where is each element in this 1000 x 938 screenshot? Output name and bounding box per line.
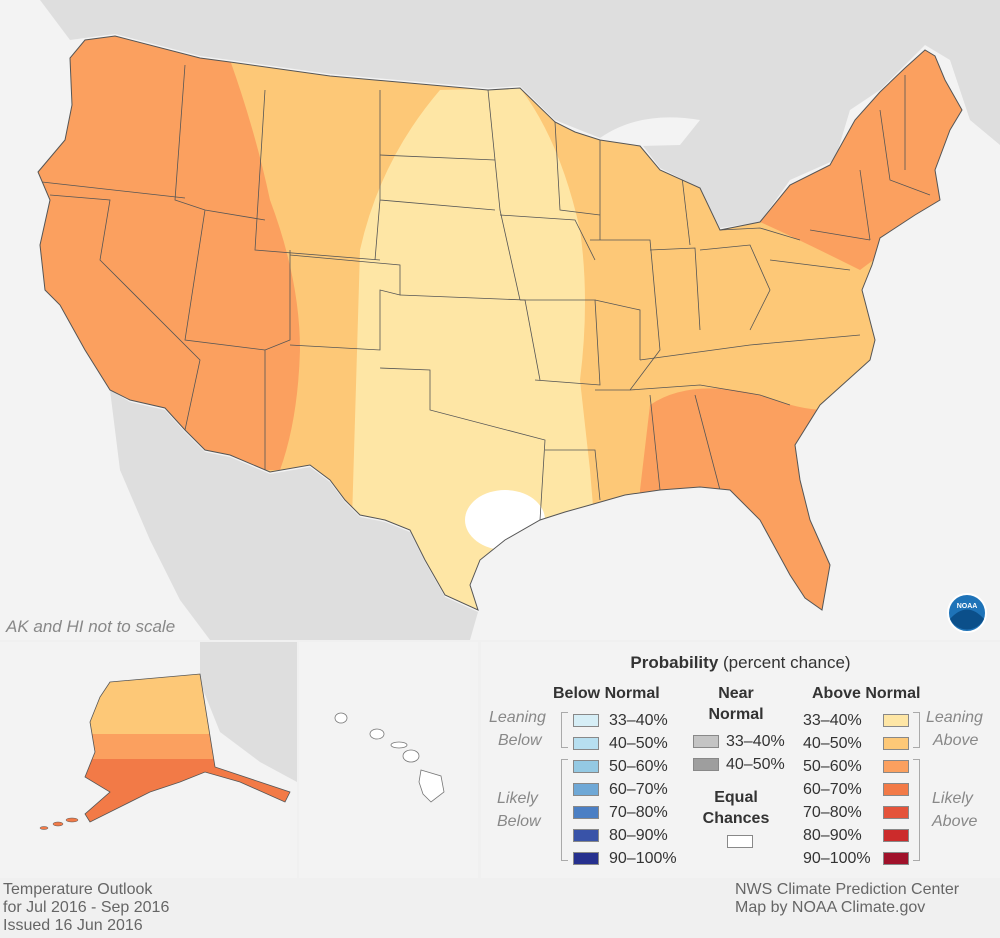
below-swatch [573, 714, 599, 727]
us-outline [37, 35, 963, 611]
below-label: 80–90% [609, 827, 668, 844]
above-swatch [883, 714, 909, 727]
below-label: 33–40% [609, 712, 668, 729]
footer-credit: Map by NOAA Climate.gov [735, 899, 926, 916]
below-label: 90–100% [609, 850, 677, 867]
equal-chances-1: Equal [714, 789, 758, 806]
above-normal-header: Above Normal [812, 685, 921, 702]
below-swatch [573, 806, 599, 819]
hawaii-inset [299, 642, 478, 878]
legend-title: Probability (percent chance) [630, 653, 851, 672]
below-swatch [573, 829, 599, 842]
conus-map: AK and HI not to scale NOAA [0, 0, 1000, 640]
above-swatch [883, 852, 909, 865]
island-oahu [369, 728, 385, 740]
legend: Probability (percent chance) Below Norma… [481, 642, 1000, 878]
likely-above-2: Above [932, 813, 978, 830]
bracket [561, 759, 568, 861]
below-swatch [573, 783, 599, 796]
noaa-logo: NOAA [947, 593, 987, 633]
near-label-2: 40–50% [726, 756, 785, 773]
equal-chances-2: Chances [702, 810, 770, 827]
below-swatch [573, 852, 599, 865]
bracket [913, 759, 920, 861]
above-label: 60–70% [803, 781, 862, 798]
near-normal-header-1: Near [718, 685, 754, 702]
below-label: 70–80% [609, 804, 668, 821]
above-label: 33–40% [803, 712, 862, 729]
below-normal-header: Below Normal [553, 685, 660, 702]
near-swatch-2 [693, 758, 719, 771]
below-label: 50–60% [609, 758, 668, 775]
near-swatch-1 [693, 735, 719, 748]
below-label: 40–50% [609, 735, 668, 752]
leaning-above-1: Leaning [926, 709, 983, 726]
bracket [561, 712, 568, 748]
near-label-1: 33–40% [726, 733, 785, 750]
footer-period: for Jul 2016 - Sep 2016 [3, 899, 170, 916]
alaska-inset [0, 642, 297, 878]
above-swatch [883, 737, 909, 750]
leaning-below-2: Below [498, 732, 542, 749]
below-label: 60–70% [609, 781, 668, 798]
likely-below-2: Below [497, 813, 541, 830]
above-swatch [883, 829, 909, 842]
map-note: AK and HI not to scale [5, 617, 175, 636]
footer-title: Temperature Outlook [3, 881, 153, 898]
equal-chances-swatch [727, 835, 753, 848]
below-swatch [573, 760, 599, 773]
likely-below-1: Likely [497, 790, 538, 807]
footer-issued: Issued 16 Jun 2016 [3, 917, 143, 934]
above-swatch [883, 783, 909, 796]
leaning-above-2: Above [933, 732, 979, 749]
island-hawaii [418, 769, 445, 803]
svg-text:NOAA: NOAA [957, 603, 978, 610]
above-swatch [883, 760, 909, 773]
leaning-below-1: Leaning [489, 709, 546, 726]
above-label: 70–80% [803, 804, 862, 821]
state-borders [41, 64, 931, 521]
canada-land [0, 0, 1000, 228]
likely-above-1: Likely [932, 790, 973, 807]
below-swatch [573, 737, 599, 750]
island-molokai [390, 741, 408, 749]
above-label: 80–90% [803, 827, 862, 844]
mexico-land [110, 390, 478, 640]
island-maui [402, 749, 420, 763]
island-kauai [334, 712, 348, 724]
above-label: 40–50% [803, 735, 862, 752]
above-swatch [883, 806, 909, 819]
above-label: 50–60% [803, 758, 862, 775]
footer-source: NWS Climate Prediction Center [735, 881, 960, 898]
above-label: 90–100% [803, 850, 871, 867]
bracket [913, 712, 920, 748]
near-normal-header-2: Normal [708, 706, 764, 723]
